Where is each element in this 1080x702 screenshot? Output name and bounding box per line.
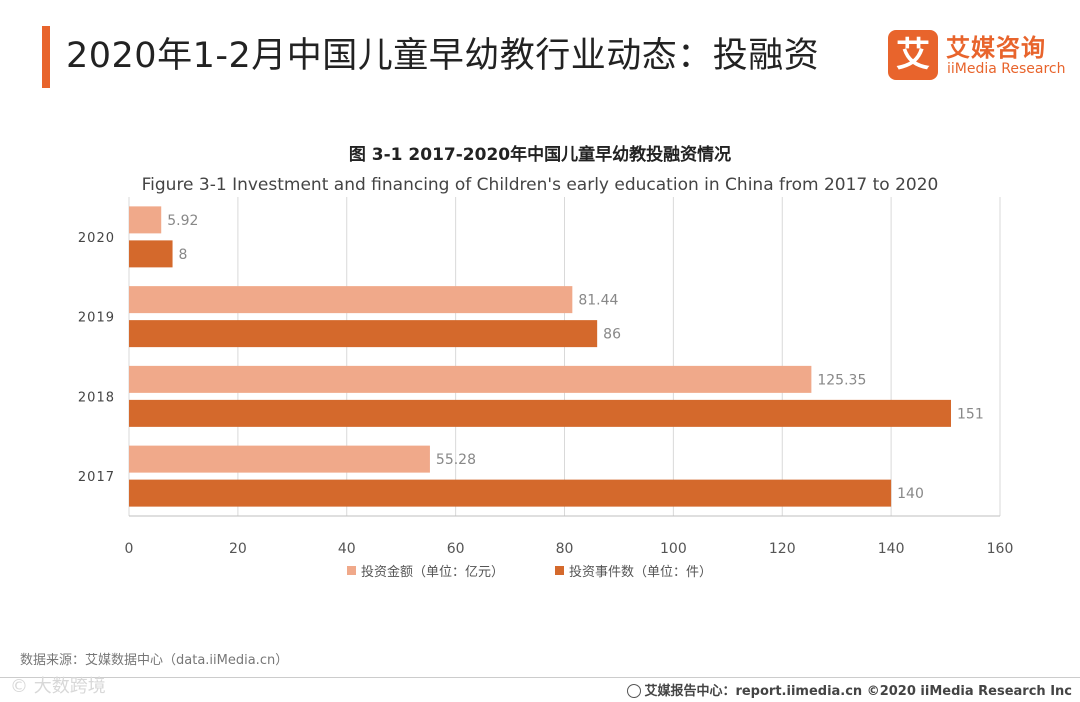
x-tick-label: 20	[229, 541, 247, 557]
iimedia-logo[interactable]: 艾 艾媒咨询 iiMedia Research	[888, 28, 1068, 84]
data-label: 125.35	[817, 372, 866, 388]
y-category-label: 2019	[78, 311, 115, 326]
y-category-label: 2017	[78, 470, 115, 485]
data-label: 55.28	[436, 452, 476, 468]
bar-investment-amount	[129, 286, 573, 314]
x-tick-label: 160	[987, 541, 1014, 557]
footer-copyright: 艾媒报告中心：report.iimedia.cn ©2020 iiMedia R…	[627, 680, 1072, 699]
bar-investment-amount	[129, 445, 430, 473]
footer-copyright-text: 艾媒报告中心：report.iimedia.cn ©2020 iiMedia R…	[644, 684, 1072, 699]
data-label: 81.44	[578, 293, 618, 309]
logo-cn-text: 艾媒咨询	[946, 34, 1046, 62]
x-tick-label: 0	[125, 541, 134, 557]
legend-label: 投资金额（单位：亿元）	[361, 564, 504, 580]
data-label: 86	[603, 327, 621, 343]
x-tick-label: 40	[338, 541, 356, 557]
chart-title: 图 3-1 2017-2020年中国儿童早幼教投融资情况	[348, 145, 732, 165]
data-label: 140	[897, 486, 924, 502]
logo-en-text: iiMedia Research	[947, 61, 1066, 77]
globe-icon	[627, 684, 642, 698]
bar-investment-count	[129, 479, 892, 507]
legend-swatch	[347, 566, 356, 575]
legend-swatch	[555, 566, 564, 575]
y-category-label: 2018	[78, 390, 115, 405]
x-tick-label: 60	[447, 541, 465, 557]
watermark: © 大数跨境	[10, 676, 106, 697]
bar-investment-count	[129, 240, 173, 268]
data-label: 5.92	[167, 213, 198, 229]
x-tick-label: 120	[769, 541, 796, 557]
footer-divider	[0, 677, 1080, 678]
legend-label: 投资事件数（单位：件）	[569, 564, 712, 580]
data-label: 8	[179, 247, 188, 263]
title-accent-bar	[42, 26, 50, 88]
bar-investment-count	[129, 320, 598, 348]
x-tick-label: 80	[556, 541, 574, 557]
x-tick-label: 140	[878, 541, 905, 557]
y-category-label: 2020	[78, 231, 115, 246]
page-title: 2020年1-2月中国儿童早幼教行业动态：投融资	[66, 36, 820, 76]
chart-subtitle: Figure 3-1 Investment and financing of C…	[141, 175, 939, 195]
data-source: 数据来源：艾媒数据中心（data.iiMedia.cn）	[20, 653, 289, 668]
bar-investment-count	[129, 399, 952, 427]
logo-icon: 艾	[888, 30, 938, 80]
bar-investment-amount	[129, 365, 812, 393]
x-tick-label: 100	[660, 541, 687, 557]
data-label: 151	[957, 406, 984, 422]
bar-investment-amount	[129, 206, 162, 234]
